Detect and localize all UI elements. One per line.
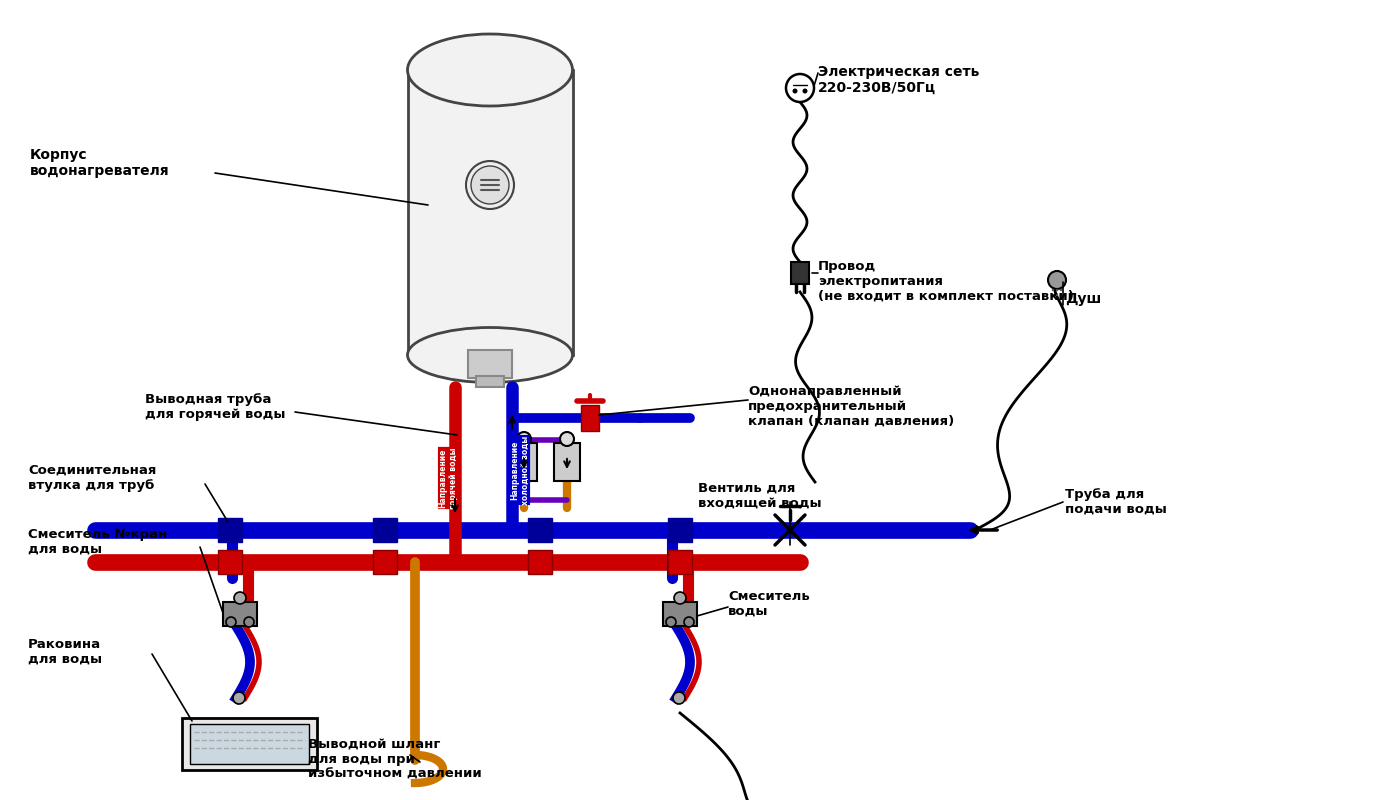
Circle shape: [1060, 289, 1062, 291]
Bar: [476, 376, 504, 387]
Text: Вентиль для
входящей воды: Вентиль для входящей воды: [698, 482, 822, 510]
Bar: [529, 518, 552, 542]
Bar: [581, 405, 599, 431]
Text: Выводной шланг
для воды при
избыточном давлении: Выводной шланг для воды при избыточном д…: [309, 738, 482, 781]
Circle shape: [518, 432, 531, 446]
Text: Душ: Душ: [1066, 292, 1102, 306]
Circle shape: [666, 617, 675, 627]
Circle shape: [1056, 289, 1059, 291]
Circle shape: [674, 592, 686, 604]
Circle shape: [786, 74, 814, 102]
Circle shape: [1060, 294, 1062, 296]
Bar: [663, 602, 698, 626]
Bar: [529, 550, 552, 574]
Bar: [183, 718, 317, 770]
Circle shape: [226, 617, 237, 627]
Bar: [668, 550, 692, 574]
Text: Раковина
для воды: Раковина для воды: [28, 638, 102, 666]
Bar: [554, 443, 580, 481]
Bar: [223, 602, 257, 626]
Circle shape: [793, 89, 797, 94]
Bar: [219, 518, 242, 542]
Bar: [374, 518, 397, 542]
Circle shape: [1052, 294, 1055, 296]
Bar: [668, 518, 692, 542]
Text: Электрическая сеть
220-230В/50Гц: Электрическая сеть 220-230В/50Гц: [818, 65, 980, 95]
Text: Провод
электропитания
(не входит в комплект поставки): Провод электропитания (не входит в компл…: [818, 260, 1074, 303]
Text: Смеситель №кран
для воды: Смеситель №кран для воды: [28, 528, 167, 556]
Circle shape: [561, 432, 574, 446]
Circle shape: [673, 692, 685, 704]
Text: Труба для
подачи воды: Труба для подачи воды: [1066, 488, 1167, 516]
Circle shape: [684, 617, 693, 627]
Bar: [792, 262, 810, 284]
Circle shape: [1056, 294, 1059, 296]
Bar: [408, 70, 573, 355]
Text: Выводная труба
для горячей воды: Выводная труба для горячей воды: [145, 393, 285, 421]
Bar: [374, 550, 397, 574]
Circle shape: [466, 161, 513, 209]
Text: Корпус
водонагревателя: Корпус водонагревателя: [30, 148, 170, 178]
Bar: [511, 443, 537, 481]
Ellipse shape: [407, 327, 573, 382]
Circle shape: [1052, 289, 1055, 291]
Ellipse shape: [410, 37, 570, 103]
Circle shape: [244, 617, 255, 627]
Text: Соединительная
втулка для труб: Соединительная втулка для труб: [28, 464, 156, 492]
Circle shape: [233, 692, 245, 704]
Circle shape: [1048, 271, 1066, 289]
Text: Направление
горячей воды: Направление горячей воды: [439, 447, 458, 509]
Text: Направление
холодной воды: Направление холодной воды: [511, 435, 530, 505]
Bar: [190, 724, 309, 764]
Bar: [468, 350, 512, 378]
Circle shape: [234, 592, 246, 604]
Circle shape: [471, 166, 509, 204]
Text: Смеситель
воды: Смеситель воды: [728, 590, 810, 618]
Circle shape: [803, 89, 807, 94]
Ellipse shape: [407, 34, 573, 106]
Ellipse shape: [410, 330, 570, 379]
Text: Однонаправленный
предохранительный
клапан (клапан давления): Однонаправленный предохранительный клапа…: [747, 385, 954, 428]
Bar: [219, 550, 242, 574]
